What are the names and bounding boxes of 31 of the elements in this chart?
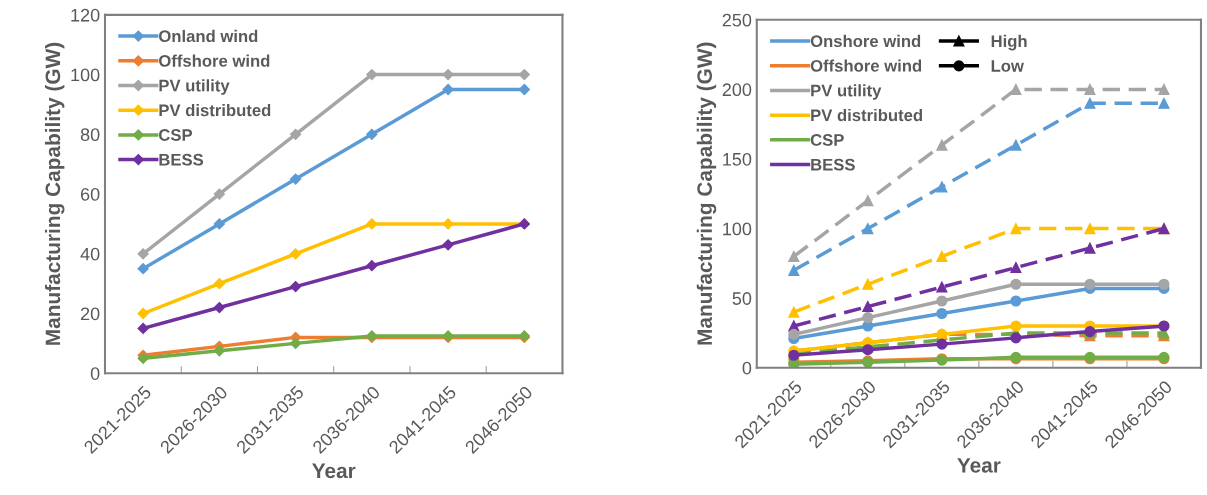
x-axis-title: Year — [312, 463, 356, 479]
y-axis-title: Manufacturing Capability (GW) — [44, 42, 65, 345]
y-tick-label: 40 — [80, 247, 100, 261]
y-tick-label: 0 — [742, 361, 752, 375]
legend-label: Offshore wind — [159, 54, 270, 67]
legend-label: CSP — [159, 129, 193, 141]
y-tick-label: 120 — [71, 8, 100, 22]
legend-label: BESS — [159, 153, 204, 166]
legend-label: PV distributed — [159, 103, 271, 117]
y-tick-label: 50 — [732, 292, 752, 305]
y-axis-title: Manufacturing Capability (GW) — [696, 42, 717, 345]
y-tick-label: 80 — [80, 128, 100, 142]
legend-label: Onshore wind — [810, 34, 921, 48]
legend-label: Onland wind — [159, 29, 258, 43]
y-tick-label: 200 — [722, 83, 752, 97]
y-tick-label: 250 — [722, 13, 752, 27]
x-axis-title: Year — [957, 458, 1001, 473]
y-tick-label: 20 — [80, 307, 100, 321]
y-tick-label: 100 — [71, 68, 100, 82]
y-tick-label: 0 — [90, 367, 100, 380]
legend-label: Offshore wind — [810, 59, 922, 72]
legend-label: High — [991, 34, 1027, 51]
legend-label: CSP — [810, 134, 844, 146]
y-tick-label: 150 — [723, 152, 752, 166]
legend-label: Low — [991, 60, 1024, 72]
y-tick-label: 100 — [723, 222, 752, 236]
legend-label: PV distributed — [811, 108, 922, 122]
legend-label: BESS — [811, 158, 855, 171]
legend-label: PV utility — [159, 79, 230, 95]
legend-label: PV utility — [811, 84, 882, 100]
y-tick-label: 60 — [80, 187, 100, 201]
